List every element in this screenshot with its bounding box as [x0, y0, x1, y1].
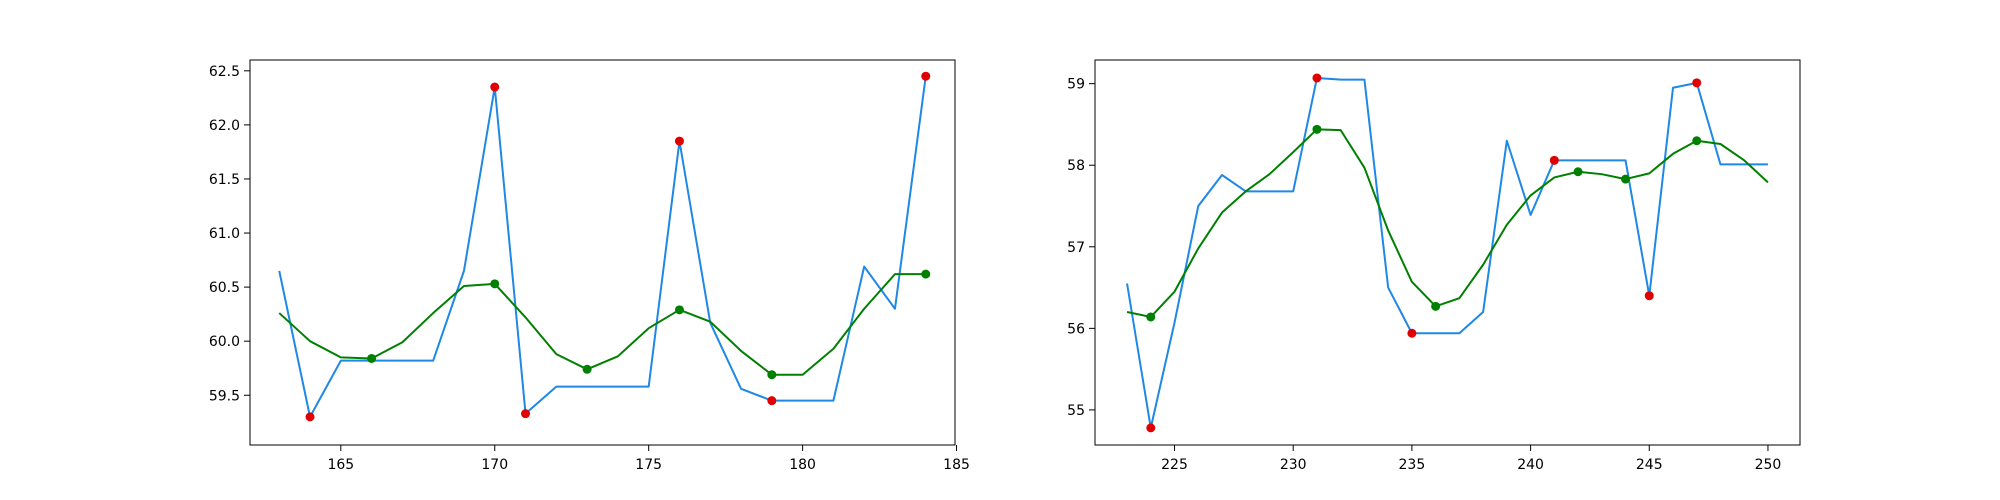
red-marker — [1312, 73, 1322, 83]
green-marker — [582, 364, 592, 374]
axes-frame — [249, 59, 956, 446]
x-tick-label: 235 — [1399, 457, 1426, 473]
red-marker — [1644, 291, 1654, 301]
y-tick-label: 61.0 — [209, 226, 240, 242]
y-tick-label: 61.5 — [209, 172, 240, 188]
red-marker — [490, 82, 500, 92]
green-marker — [367, 353, 377, 363]
green-marker — [1312, 124, 1322, 134]
x-tick-label: 230 — [1280, 457, 1307, 473]
y-tick-label: 62.5 — [209, 64, 240, 80]
green-marker — [1573, 167, 1583, 177]
y-tick-label: 55 — [1067, 403, 1085, 419]
y-tick-label: 60.5 — [209, 280, 240, 296]
green-marker — [490, 279, 500, 289]
x-tick-label: 250 — [1755, 457, 1782, 473]
right-plot: 225 230 235 240 245 250 55 56 57 58 59 — [1067, 59, 1801, 473]
y-tick-label: 60.0 — [209, 334, 240, 350]
smooth-series-line — [278, 273, 926, 376]
red-marker — [767, 396, 777, 406]
green-marker — [921, 269, 931, 279]
red-marker — [1407, 328, 1417, 338]
red-marker — [1146, 423, 1156, 433]
x-tick-label: 180 — [789, 457, 816, 473]
green-marker — [674, 305, 684, 315]
green-marker — [1146, 312, 1156, 322]
red-marker — [521, 409, 531, 419]
smooth-series-line — [1126, 128, 1769, 318]
left-plot: 165 170 175 180 185 59.5 60.0 60.5 61.0 61.5 62.0 6… — [209, 59, 970, 473]
red-marker — [1549, 155, 1559, 165]
raw-series-line — [1126, 76, 1768, 429]
y-tick-label: 59 — [1067, 77, 1085, 93]
y-tick-label: 58 — [1067, 158, 1085, 174]
x-tick-label: 175 — [635, 457, 662, 473]
green-marker — [1692, 136, 1702, 146]
green-marker — [767, 370, 777, 380]
x-tick-label: 225 — [1161, 457, 1188, 473]
x-tick-label: 245 — [1636, 457, 1663, 473]
green-marker — [1431, 301, 1441, 311]
x-tick-label: 165 — [327, 457, 354, 473]
y-tick-label: 57 — [1067, 240, 1085, 256]
raw-series-line — [278, 76, 927, 418]
y-tick-label: 56 — [1067, 321, 1085, 337]
y-tick-label: 59.5 — [209, 388, 240, 404]
red-marker — [1692, 78, 1702, 88]
red-marker — [674, 136, 684, 146]
x-tick-label: 170 — [481, 457, 508, 473]
y-tick-label: 62.0 — [209, 118, 240, 134]
axes-frame — [1094, 59, 1801, 446]
green-marker — [1621, 174, 1631, 184]
x-tick-label: 240 — [1517, 457, 1544, 473]
x-tick-label: 185 — [943, 457, 970, 473]
red-marker — [305, 412, 315, 422]
red-marker — [921, 71, 931, 81]
